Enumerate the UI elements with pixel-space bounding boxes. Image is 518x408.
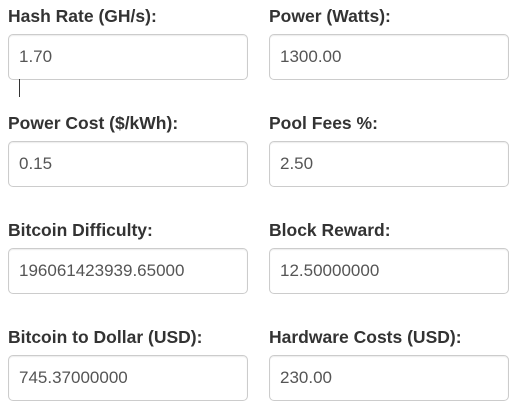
- power-cost-label: Power Cost ($/kWh):: [8, 113, 179, 133]
- hardware-costs-input[interactable]: [269, 355, 509, 401]
- hardware-costs-label: Hardware Costs (USD):: [269, 327, 462, 347]
- bitcoin-to-dollar-input[interactable]: [8, 355, 248, 401]
- power-watts-input[interactable]: [269, 34, 509, 80]
- pool-fees-input[interactable]: [269, 141, 509, 187]
- power-watts-label: Power (Watts):: [269, 6, 391, 26]
- pool-fees-label: Pool Fees %:: [269, 113, 378, 133]
- hash-rate-label: Hash Rate (GH/s):: [8, 6, 157, 26]
- text-cursor-icon: [19, 79, 20, 97]
- bitcoin-difficulty-label: Bitcoin Difficulty:: [8, 220, 153, 240]
- block-reward-input[interactable]: [269, 248, 509, 294]
- hash-rate-input[interactable]: [8, 34, 248, 80]
- block-reward-label: Block Reward:: [269, 220, 391, 240]
- bitcoin-difficulty-input[interactable]: [8, 248, 248, 294]
- power-cost-input[interactable]: [8, 141, 248, 187]
- bitcoin-to-dollar-label: Bitcoin to Dollar (USD):: [8, 327, 203, 347]
